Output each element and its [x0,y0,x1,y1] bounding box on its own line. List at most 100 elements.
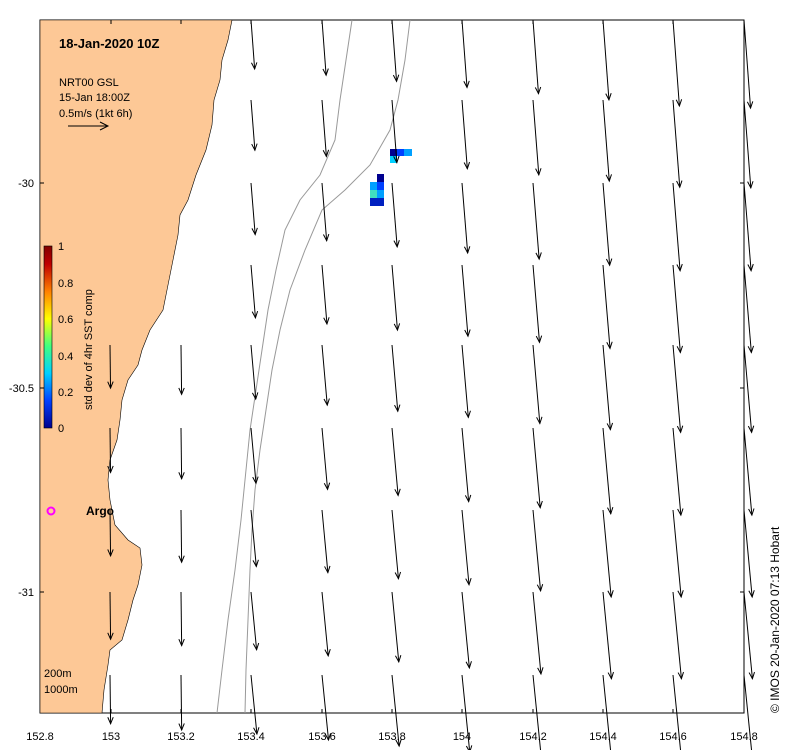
current-arrow [532,344,541,424]
current-arrowhead [746,101,754,110]
current-arrowhead [393,323,401,332]
lon-tick: 152.8 [26,731,54,743]
current-arrow [321,509,329,573]
current-arrowhead [395,655,402,664]
current-vectors [107,19,755,750]
current-arrow [250,427,257,484]
current-arrowhead [747,181,754,190]
current-arrow [250,99,256,151]
isobath-label-200m: 200m [44,668,72,680]
current-arrow [672,674,682,750]
current-arrow [180,427,183,479]
current-arrowhead [463,80,470,89]
current-arrowhead [748,671,755,681]
current-arrow [602,591,612,679]
current-arrowhead [178,555,185,564]
current-arrow [743,19,752,109]
current-arrowhead [107,717,114,725]
current-arrowhead [251,143,258,152]
current-arrowhead [677,590,684,599]
colorbar [43,245,53,429]
current-arrowhead [534,86,542,95]
current-arrow [743,264,752,353]
lon-tick: 153.6 [308,731,336,743]
lon-tick: 153.8 [378,731,406,743]
current-arrowhead [323,317,330,326]
current-arrow [672,509,682,597]
current-arrow [109,591,112,640]
current-arrowhead [748,508,755,517]
current-arrowhead [536,416,543,425]
current-arrow [321,344,328,406]
current-arrow [743,182,752,271]
current-arrow [672,344,682,433]
current-arrowhead [748,590,755,599]
current-arrowhead [606,422,614,431]
current-arrow [461,19,468,88]
current-arrowhead [747,263,754,272]
lon-tick: 154 [453,731,471,743]
current-arrow [391,182,398,247]
colorbar-tick-0: 0 [58,423,64,435]
current-arrowhead [464,329,471,338]
current-arrow [180,591,183,646]
scale-arrow [68,121,110,131]
current-arrow [180,509,183,563]
current-arrow [461,509,470,585]
current-arrowhead [607,671,614,681]
lon-tick: 153.2 [167,731,195,743]
colorbar-tick-4: 0.8 [58,278,73,290]
colorbar-tick-1: 0.2 [58,387,73,399]
current-arrowhead [324,733,332,742]
current-arrowhead [463,161,471,171]
current-arrowhead [464,410,471,419]
current-arrow [532,427,541,508]
current-arrow [532,674,542,750]
isobath-1000m [244,19,411,714]
current-arrow [602,427,612,514]
lon-tick: 154.2 [519,731,547,743]
current-arrow [461,591,470,668]
current-arrow [461,427,470,502]
current-arrowhead [536,500,543,509]
current-arrowhead [465,577,472,587]
current-arrow [180,344,183,395]
colorbar-label: std dev of 4hr SST comp [83,289,95,410]
current-arrowhead [107,465,114,474]
current-arrow [532,19,539,94]
current-arrow [321,264,328,324]
current-arrow [743,509,753,597]
current-arrowhead [392,74,400,83]
current-arrow [321,674,330,741]
isobath-label-1000m: 1000m [44,684,78,696]
current-arrowhead [747,345,755,354]
current-arrow [532,591,542,675]
current-arrow [250,344,257,400]
current-arrow [321,591,329,656]
current-arrowhead [178,638,185,647]
current-arrow [250,264,256,318]
current-arrowhead [677,508,684,517]
current-arrowhead [394,488,401,497]
current-arrow [109,674,112,724]
current-arrowhead [324,648,331,658]
sst-pixels [370,149,412,206]
current-arrow [391,509,399,579]
current-arrow [743,591,753,679]
current-arrow [180,674,183,730]
current-arrow [602,264,611,349]
current-arrow [391,99,398,163]
current-arrowhead [676,425,684,434]
current-arrowhead [107,381,114,390]
lon-tick: 153.4 [237,731,265,743]
current-arrow [109,427,112,473]
current-arrowhead [323,482,331,491]
current-arrowhead [393,240,400,249]
current-arrowhead [535,335,543,344]
current-arrow [743,427,753,516]
current-arrow [391,674,400,747]
current-arrow [743,674,753,750]
lat-tick: -30 [18,178,34,190]
current-arrowhead [322,149,330,158]
current-arrowhead [606,341,613,350]
